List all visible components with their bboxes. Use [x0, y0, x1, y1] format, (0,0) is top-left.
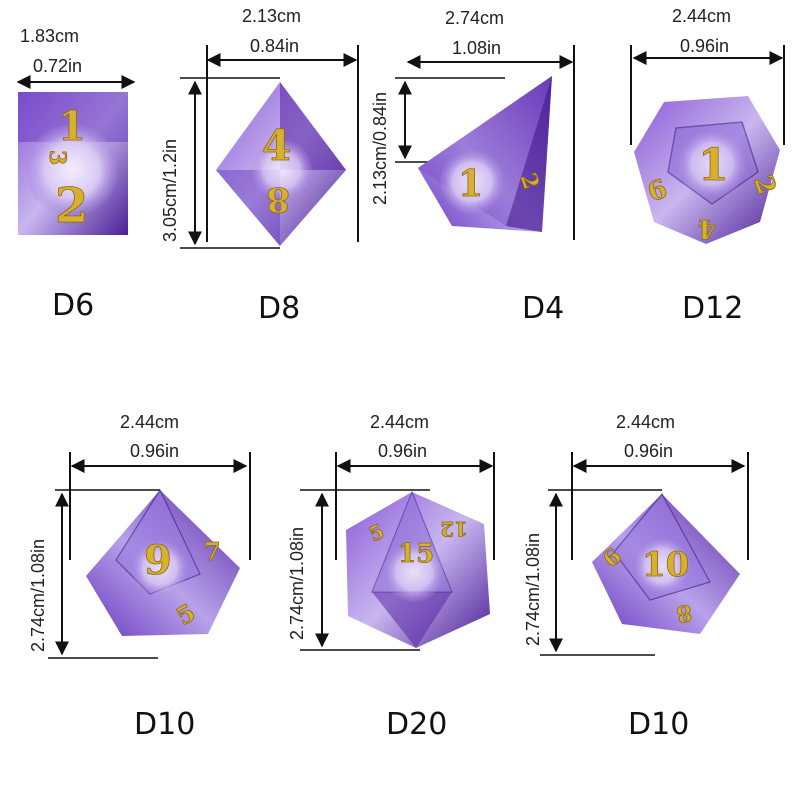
d6-group: 1.83cm 0.72in 1 2 3 D6 — [16, 26, 136, 323]
d12-face-number: 4 — [698, 213, 716, 243]
d20-height-label: 2.74cm/1.08in — [287, 527, 307, 640]
d10-left-die-image: 9 7 5 — [86, 488, 240, 636]
d4-group: 2.74cm 1.08in 2.13cm/0.84in 1 2 D4 — [370, 8, 575, 326]
d8-width-cm: 2.13cm — [242, 6, 301, 26]
d4-width-cm: 2.74cm — [445, 8, 504, 28]
d8-group: 2.13cm 0.84in 3.05cm/1.2in 4 8 D8 — [160, 6, 359, 326]
d10-right-label: D10 — [628, 707, 689, 742]
d6-die-image: 1 2 3 — [18, 92, 128, 235]
d10-right-die-image: 10 6 8 — [592, 492, 740, 634]
d4-face-number: 1 — [458, 163, 483, 205]
d10-left-group: 2.44cm 0.96in 2.74cm/1.08in 9 7 5 D10 — [28, 412, 251, 742]
d4-die-image: 1 2 — [418, 76, 552, 232]
d8-die-image: 4 8 — [216, 82, 346, 246]
d6-face-number: 3 — [44, 150, 70, 165]
d12-die-image: 1 6 2 4 — [634, 96, 782, 244]
d4-width-in: 1.08in — [452, 38, 501, 58]
d6-width-cm: 1.83cm — [20, 26, 79, 46]
d10-left-width-in: 0.96in — [130, 441, 179, 461]
d10-right-face-number: 8 — [674, 599, 694, 627]
d4-height-label: 2.13cm/0.84in — [370, 92, 390, 205]
d8-label: D8 — [258, 291, 300, 326]
d8-width-in: 0.84in — [250, 36, 299, 56]
d8-height-label: 3.05cm/1.2in — [160, 139, 180, 242]
d10-right-width-in: 0.96in — [624, 441, 673, 461]
d6-face-number: 1 — [58, 103, 86, 150]
d10-left-width-cm: 2.44cm — [120, 412, 179, 432]
d12-face-number: 2 — [747, 171, 781, 198]
d20-width-cm: 2.44cm — [370, 412, 429, 432]
d10-left-face-number: 7 — [204, 537, 221, 566]
d4-label: D4 — [522, 291, 564, 326]
d20-width-in: 0.96in — [378, 441, 427, 461]
d20-face-number: 15 — [398, 539, 434, 569]
d12-label: D12 — [682, 291, 743, 326]
d12-width-cm: 2.44cm — [672, 6, 731, 26]
d20-group: 2.44cm 0.96in 2.74cm/1.08in 15 5 12 D20 — [287, 412, 495, 742]
d12-width-in: 0.96in — [680, 36, 729, 56]
d10-right-face-number: 10 — [642, 545, 689, 585]
d20-face-number: 12 — [440, 517, 468, 541]
d10-right-group: 2.44cm 0.96in 2.74cm/1.08in 10 6 8 D10 — [523, 412, 749, 742]
d6-width-in: 0.72in — [33, 56, 82, 76]
d12-face-number: 1 — [698, 140, 729, 191]
d20-die-image: 15 5 12 — [346, 490, 490, 648]
d6-face-number: 2 — [55, 178, 88, 234]
d10-right-width-cm: 2.44cm — [616, 412, 675, 432]
d8-face-number: 8 — [266, 179, 290, 219]
d12-group: 2.44cm 0.96in 1 6 2 4 D12 — [630, 6, 785, 326]
d20-label: D20 — [386, 707, 447, 742]
d10-left-face-number: 9 — [144, 537, 172, 584]
d6-label: D6 — [52, 288, 94, 323]
d10-left-height-label: 2.74cm/1.08in — [28, 539, 48, 652]
d10-left-label: D10 — [134, 707, 195, 742]
d10-right-height-label: 2.74cm/1.08in — [523, 533, 543, 646]
d8-face-number: 4 — [262, 121, 291, 170]
